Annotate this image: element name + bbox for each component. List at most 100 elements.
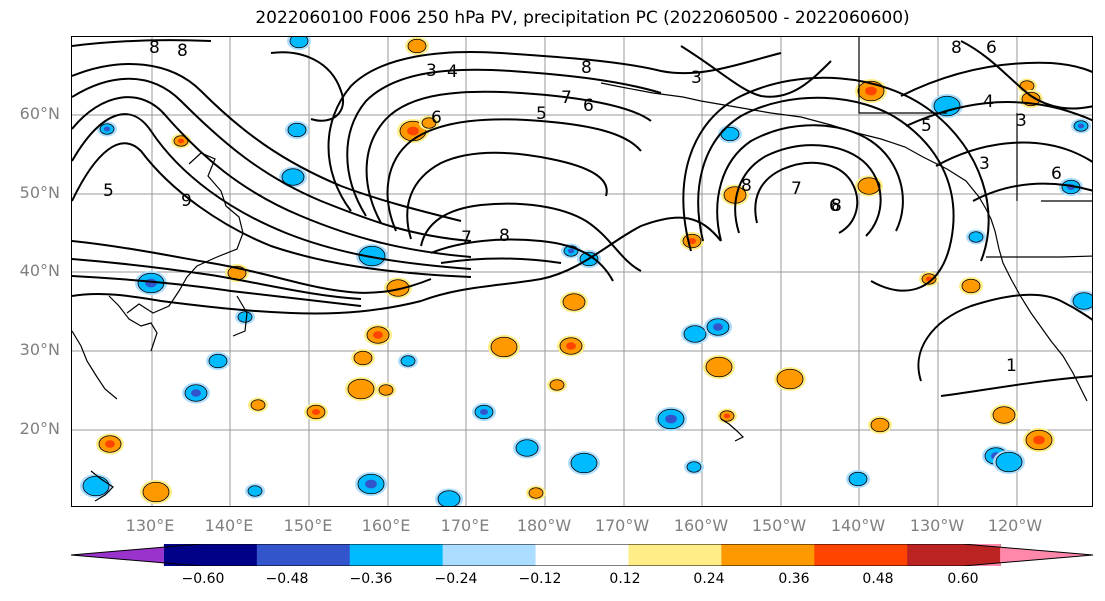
colorbar-tick-label: 0.36: [778, 571, 810, 587]
precip-cell: [479, 408, 489, 416]
colorbar-segment: [814, 544, 908, 566]
contour-label: 4: [447, 62, 458, 82]
lat-label-20: 20°N: [19, 419, 60, 438]
precip-cell: [686, 461, 702, 473]
colorbar-tick-label: −0.36: [349, 571, 393, 587]
contour-label: 5: [921, 116, 932, 136]
precip-cell: [515, 439, 539, 457]
lon-label-120w: 120°W: [987, 516, 1043, 535]
precip-cell: [961, 278, 981, 294]
precip-cell: [870, 417, 890, 433]
precip-cell: [191, 389, 201, 397]
precip-cell: [1077, 123, 1085, 129]
colorbar: [71, 544, 1094, 566]
contour-label: 8: [831, 196, 842, 216]
precip-cell: [237, 311, 253, 323]
colorbar-segment: [721, 544, 815, 566]
contour-label: 6: [431, 108, 442, 128]
precip-cell: [311, 408, 321, 416]
contour-label: 3: [979, 154, 990, 174]
coastlines: [72, 37, 1092, 502]
lat-label-60: 60°N: [19, 104, 60, 123]
precip-cell: [353, 350, 373, 366]
precip-cell: [865, 86, 877, 96]
contour-label: 6: [829, 196, 840, 216]
precip-cell: [386, 279, 410, 297]
precip-cell: [289, 37, 309, 49]
colorbar-segment: [907, 544, 1001, 566]
colorbar-tick-label: 0.48: [862, 571, 894, 587]
lat-label-30: 30°N: [19, 340, 60, 359]
lat-label-50: 50°N: [19, 183, 60, 202]
colorbar-segment: [535, 544, 629, 566]
contour-label: 1: [1006, 356, 1017, 376]
precip-cell: [776, 368, 804, 390]
precip-cell: [373, 331, 383, 339]
colorbar-tick-label: −0.24: [434, 571, 478, 587]
colorbar-tick-label: 0.12: [609, 571, 641, 587]
lon-label-130e: 130°E: [125, 516, 175, 535]
contour-label: 8: [177, 41, 188, 61]
precip-cell: [407, 38, 427, 54]
precip-cell: [567, 248, 575, 254]
lon-label-140w: 140°W: [830, 516, 886, 535]
precip-cell: [995, 451, 1023, 473]
contour-label: 8: [149, 38, 160, 58]
precip-cell: [208, 353, 228, 369]
contour-label: 6: [583, 96, 594, 116]
precip-cell: [1072, 292, 1092, 310]
lon-label-180w: 180°W: [516, 516, 572, 535]
precip-cell: [378, 384, 394, 396]
contour-label: 8: [741, 176, 752, 196]
precip-cell: [82, 475, 110, 497]
precip-cell: [400, 355, 416, 367]
colorbar-segment: [256, 544, 351, 566]
pv-contours: [72, 39, 1092, 397]
precip-cell: [570, 452, 598, 474]
precip-cell: [665, 414, 677, 424]
precip-cell: [287, 122, 307, 138]
precip-cell: [437, 490, 461, 506]
precip-cell: [247, 485, 263, 497]
lon-label-130w: 130°W: [909, 516, 965, 535]
contour-label: 5: [103, 181, 114, 201]
contour-label: 6: [986, 38, 997, 58]
colorbar-segment: [963, 544, 1093, 566]
precip-cell: [562, 293, 586, 311]
contour-label: 7: [561, 88, 572, 108]
colorbar-tick-label: −0.60: [181, 571, 225, 587]
lon-label-170w: 170°W: [594, 516, 650, 535]
precip-cell: [358, 245, 386, 267]
contour-label: 4: [983, 92, 994, 112]
contour-label: 3: [426, 61, 437, 81]
contour-label: 8: [581, 58, 592, 78]
precip-anomaly-cells: [80, 37, 1092, 506]
colorbar-tick-label: 0.60: [947, 571, 979, 587]
contour-label: 7: [461, 228, 472, 248]
precip-cell: [250, 399, 266, 411]
colorbar-tick-label: −0.48: [265, 571, 309, 587]
colorbar-segment: [442, 544, 537, 566]
contour-label: 6: [1051, 164, 1062, 184]
precip-cell: [713, 323, 723, 331]
precip-cell: [968, 231, 984, 243]
contour-label: 9: [181, 191, 192, 211]
contour-label: 3: [691, 68, 702, 88]
lon-label-150w: 150°W: [751, 516, 807, 535]
lon-label-160w: 160°W: [673, 516, 729, 535]
lon-label-140e: 140°E: [204, 516, 254, 535]
precip-cell: [723, 413, 731, 419]
lon-label-160e: 160°E: [361, 516, 411, 535]
precip-cell: [528, 487, 544, 499]
precip-cell: [566, 342, 576, 350]
precip-cell: [177, 138, 185, 144]
colorbar-segment: [349, 544, 444, 566]
precip-cell: [549, 379, 565, 391]
contour-label: 3: [1016, 111, 1027, 131]
precip-cell: [142, 481, 170, 503]
lon-label-150e: 150°E: [283, 516, 333, 535]
precip-cell: [857, 177, 881, 195]
precip-cell: [1033, 435, 1045, 445]
